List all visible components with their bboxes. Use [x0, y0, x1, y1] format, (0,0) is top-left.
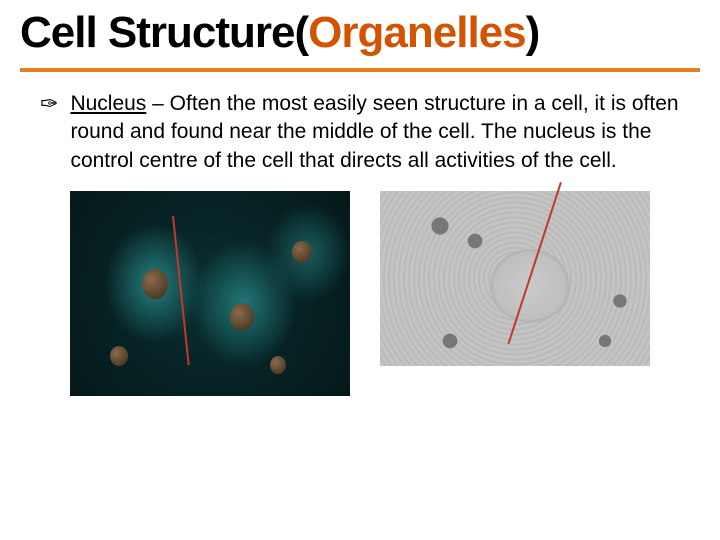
illustration-nucleus [270, 356, 286, 374]
illustration-nucleus [292, 241, 312, 263]
bullet-item: ✑ Nucleus – Often the most easily seen s… [40, 90, 680, 175]
title-area: Cell Structure(Organelles) [0, 0, 720, 62]
images-row [0, 175, 720, 396]
image-right-box [380, 191, 650, 396]
illustration-nucleus [230, 303, 254, 331]
title-paren-open: ( [295, 8, 309, 57]
slide-title: Cell Structure(Organelles) [20, 8, 700, 58]
micrograph-nucleus [380, 191, 650, 366]
title-part1: Cell Structure [20, 8, 295, 57]
title-paren-close: ) [526, 8, 540, 57]
illustration-nucleus [110, 346, 128, 366]
body-text: Nucleus – Often the most easily seen str… [70, 90, 680, 175]
title-part2: Organelles [308, 8, 525, 57]
cells-illustration [70, 191, 350, 396]
body-description: – Often the most easily seen structure i… [70, 92, 678, 172]
content-area: ✑ Nucleus – Often the most easily seen s… [0, 72, 720, 175]
image-left-box [70, 191, 350, 396]
illustration-nucleus [142, 269, 168, 299]
term-nucleus: Nucleus [70, 92, 146, 115]
bullet-icon: ✑ [40, 90, 58, 119]
